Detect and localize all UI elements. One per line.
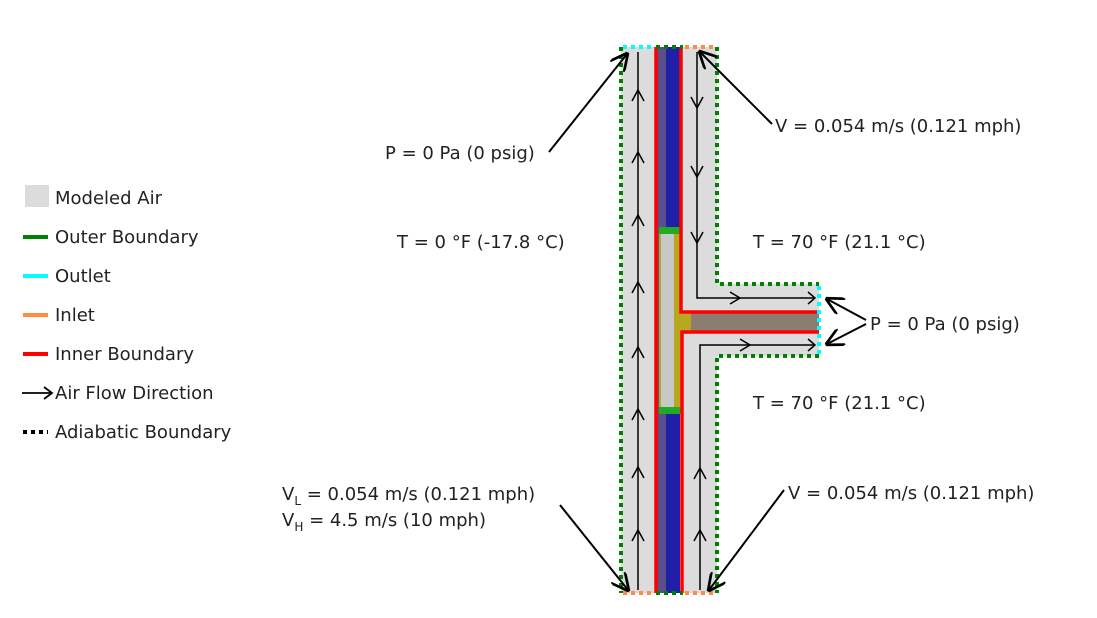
legend: Modeled Air Outer Boundary Outlet Inlet …	[22, 185, 232, 443]
legend-label-adiabatic-boundary: Adiabatic Boundary	[55, 422, 232, 443]
legend-label-air-flow-direction: Air Flow Direction	[55, 383, 214, 404]
inner-boundary	[654, 47, 819, 593]
wall-assembly	[657, 47, 819, 593]
floor-slab	[681, 313, 819, 331]
interior-temperature-lower-label: T = 70 °F (21.1 °C)	[752, 393, 926, 414]
inlet-bottom-left-vh-label: VH = 4.5 m/s (10 mph)	[282, 510, 486, 534]
interior-temperature-upper-label: T = 70 °F (21.1 °C)	[752, 232, 926, 253]
air-flow-lines	[631, 52, 817, 590]
legend-label-outer-boundary: Outer Boundary	[55, 227, 199, 248]
outer-boundary	[619, 45, 819, 595]
legend-arrow-icon	[22, 386, 54, 400]
legend-label-inner-boundary: Inner Boundary	[55, 344, 194, 365]
outlet-top-pressure-label: P = 0 Pa (0 psig)	[385, 143, 535, 164]
inlet-top-velocity-label: V = 0.054 m/s (0.121 mph)	[775, 116, 1021, 137]
window-glass	[661, 234, 674, 408]
legend-swatch-modeled-air	[25, 185, 49, 207]
legend-label-inlet: Inlet	[55, 305, 95, 326]
window-seal-bottom	[659, 407, 681, 414]
window-seal-top	[659, 227, 681, 234]
inlet-bottom-left-vl-label: VL = 0.054 m/s (0.121 mph)	[282, 484, 535, 508]
leader-lines	[548, 52, 867, 590]
outlet-right-pressure-label: P = 0 Pa (0 psig)	[870, 314, 1020, 335]
inlet-bottom-right-velocity-label: V = 0.054 m/s (0.121 mph)	[788, 483, 1034, 504]
legend-label-modeled-air: Modeled Air	[55, 188, 163, 209]
legend-label-outlet: Outlet	[55, 266, 111, 287]
exterior-temperature-label: T = 0 °F (-17.8 °C)	[396, 232, 565, 253]
